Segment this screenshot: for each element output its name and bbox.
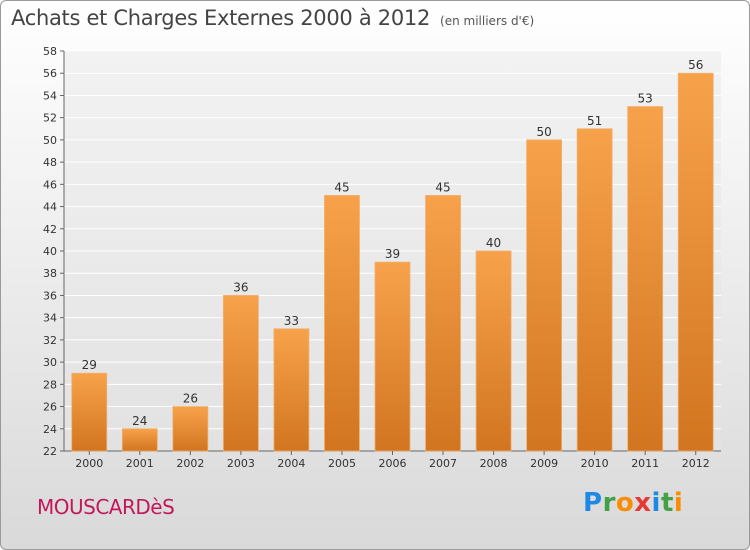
x-tick-label: 2006	[379, 457, 407, 470]
bar	[273, 328, 310, 452]
y-tick-label: 38	[43, 267, 57, 280]
y-tick-label: 44	[43, 201, 57, 214]
logo-letter: o	[615, 488, 635, 518]
y-tick-label: 52	[43, 112, 57, 125]
x-tick-label: 2005	[328, 457, 356, 470]
x-tick-label: 2000	[75, 457, 103, 470]
y-tick-label: 30	[43, 356, 57, 369]
x-tick-label: 2012	[682, 457, 710, 470]
proxiti-logo: Proxiti	[583, 488, 683, 518]
bar	[172, 406, 209, 452]
y-tick-label: 56	[43, 67, 57, 80]
logo-letter: x	[634, 488, 652, 518]
y-tick-label: 40	[43, 245, 57, 258]
x-tick-label: 2011	[631, 457, 659, 470]
x-tick-label: 2007	[429, 457, 457, 470]
y-tick-label: 22	[43, 445, 57, 458]
y-tick-label: 58	[43, 45, 57, 58]
y-tick-label: 24	[43, 423, 57, 436]
bar	[121, 428, 158, 452]
bar	[71, 372, 108, 452]
y-tick-label: 34	[43, 312, 57, 325]
bar-value-label: 45	[334, 180, 349, 194]
logo-letter: i	[673, 488, 684, 518]
y-tick-label: 46	[43, 178, 57, 191]
x-tick-label: 2003	[227, 457, 255, 470]
logo-letter: P	[583, 488, 603, 518]
bar-value-label: 45	[435, 180, 450, 194]
bar-value-label: 53	[638, 92, 653, 106]
bar-value-label: 39	[385, 247, 400, 261]
bar-value-label: 33	[284, 314, 299, 328]
chart-title: Achats et Charges Externes 2000 à 2012	[11, 6, 431, 30]
bar	[425, 195, 461, 452]
bar-value-label: 29	[82, 358, 97, 372]
x-tick-label: 2004	[277, 457, 305, 470]
bar	[324, 195, 360, 452]
y-tick-label: 28	[43, 378, 57, 391]
logo-letter: r	[602, 488, 616, 518]
bar-value-label: 26	[183, 392, 198, 406]
bar	[374, 261, 411, 452]
y-tick-label: 32	[43, 334, 57, 347]
bar	[222, 295, 259, 452]
bar	[627, 106, 664, 452]
bar	[677, 72, 714, 452]
x-tick-label: 2002	[176, 457, 204, 470]
logo-letter: i	[651, 488, 661, 518]
bar	[475, 250, 512, 452]
y-tick-label: 26	[43, 401, 57, 414]
x-tick-label: 2001	[126, 457, 154, 470]
bar-value-label: 51	[587, 114, 602, 128]
y-tick-label: 54	[43, 89, 57, 102]
bar-value-label: 50	[536, 125, 551, 139]
y-tick-label: 50	[43, 134, 57, 147]
bar-value-label: 56	[688, 58, 703, 72]
x-tick-label: 2009	[530, 457, 558, 470]
bar	[526, 139, 563, 452]
chart-unit-label: (en milliers d'€)	[440, 14, 535, 28]
y-tick-label: 36	[43, 289, 57, 302]
chart-title-block: Achats et Charges Externes 2000 à 2012 (e…	[11, 6, 534, 30]
x-tick-label: 2008	[480, 457, 508, 470]
x-tick-label: 2010	[581, 457, 609, 470]
bar-value-label: 36	[233, 280, 248, 294]
bar-value-label: 24	[132, 414, 147, 428]
logo-letter: t	[660, 488, 674, 518]
y-tick-label: 42	[43, 223, 57, 236]
commune-name: MOUSCARDèS	[37, 495, 175, 519]
bar	[576, 128, 613, 452]
y-tick-label: 48	[43, 156, 57, 169]
bar-value-label: 40	[486, 236, 501, 250]
